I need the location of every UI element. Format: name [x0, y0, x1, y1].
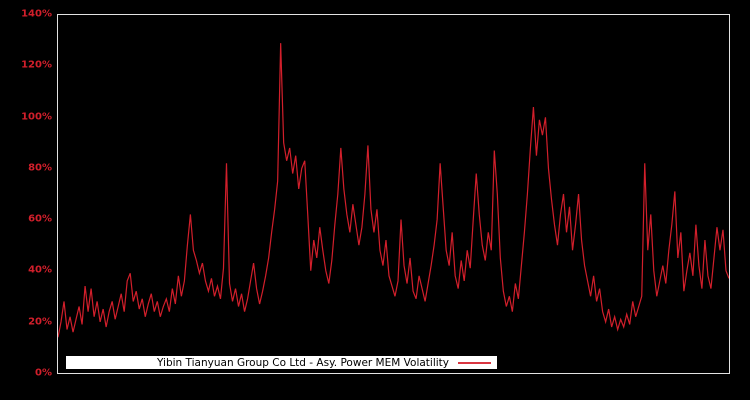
volatility-polyline: [58, 43, 729, 338]
plot-area: [57, 14, 730, 374]
y-axis-label: 100%: [21, 111, 52, 123]
legend-line-swatch: [458, 361, 491, 364]
volatility-line-series: [58, 43, 729, 338]
y-axis-label: 140%: [21, 8, 52, 20]
legend[interactable]: Yibin Tianyuan Group Co Ltd - Asy. Power…: [66, 356, 497, 369]
y-axis-label: 40%: [28, 264, 52, 276]
y-axis-label: 0%: [35, 367, 52, 379]
y-axis-label: 20%: [28, 316, 52, 328]
y-axis-label: 120%: [21, 59, 52, 71]
legend-label: Yibin Tianyuan Group Co Ltd - Asy. Power…: [157, 356, 449, 369]
y-axis-label: 80%: [28, 162, 52, 174]
y-axis: 140% 120% 100% 80% 60% 40% 20% 0%: [0, 0, 52, 400]
y-axis-label: 60%: [28, 213, 52, 225]
